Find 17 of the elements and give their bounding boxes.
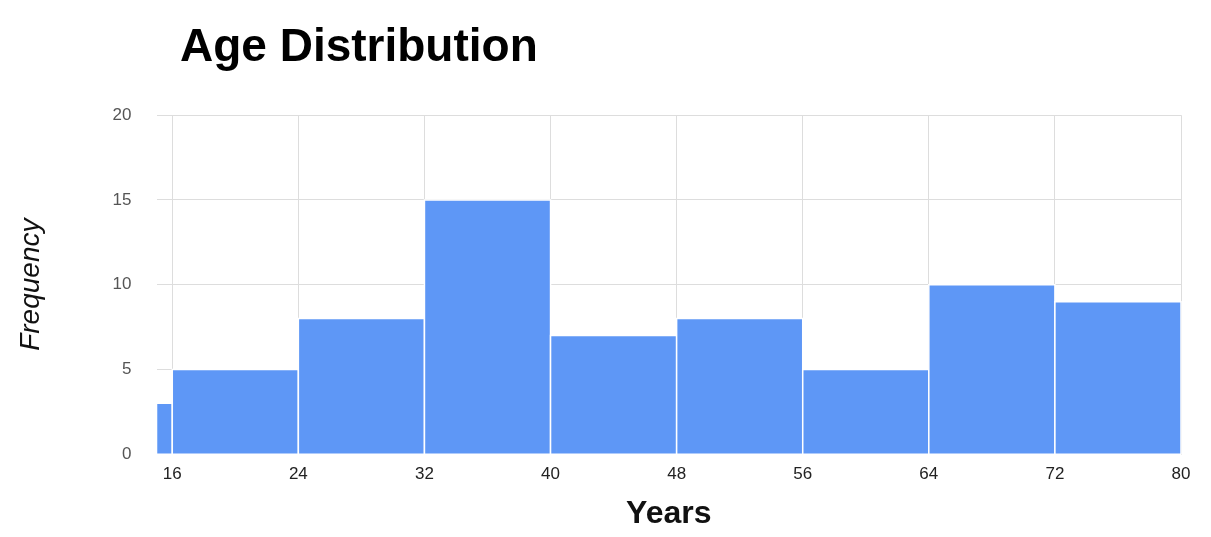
x-tick-label: 40	[541, 464, 561, 484]
x-tick-label: 56	[793, 464, 813, 484]
y-tick-label: 20	[112, 104, 132, 124]
x-axis-title: Years	[626, 493, 712, 530]
x-tick-label: 72	[1045, 464, 1065, 484]
x-tick-label: 24	[288, 464, 308, 484]
y-tick-label: 10	[112, 274, 132, 294]
x-tick-label: 32	[414, 464, 434, 484]
x-tick-label: 16	[162, 464, 182, 484]
y-tick-label: 15	[112, 189, 132, 209]
x-tick-label: 48	[667, 464, 687, 484]
y-axis-title: Frequency	[13, 216, 45, 351]
y-tick-label: 0	[122, 443, 132, 463]
x-tick-label: 64	[919, 464, 939, 484]
x-tick-label: 80	[1171, 464, 1191, 484]
chart-title: Age Distribution	[180, 18, 538, 72]
y-tick-label: 5	[122, 359, 132, 379]
